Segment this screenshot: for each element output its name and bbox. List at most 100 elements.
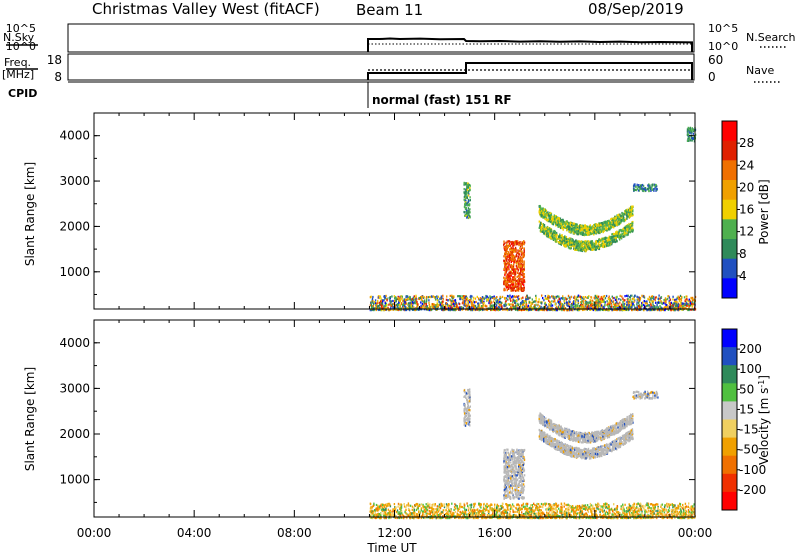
- data-cell: [563, 239, 565, 242]
- data-cell: [680, 299, 683, 302]
- data-cell: [478, 307, 481, 310]
- data-cell: [540, 228, 542, 231]
- data-cell: [633, 308, 636, 311]
- nsky-trace: [367, 37, 693, 52]
- data-cell: [510, 251, 512, 255]
- data-cell: [650, 189, 652, 192]
- data-cell: [548, 235, 551, 238]
- data-cell: [496, 299, 499, 302]
- data-cell: [610, 217, 613, 220]
- data-cell: [554, 238, 556, 241]
- data-cell: [396, 298, 398, 301]
- data-cell: [463, 188, 465, 191]
- data-cell: [567, 294, 570, 297]
- data-cell: [530, 305, 532, 309]
- data-cell: [412, 301, 414, 304]
- data-cell: [613, 224, 615, 227]
- data-cell: [514, 271, 516, 274]
- data-cell: [688, 133, 690, 137]
- data-cell: [513, 270, 515, 273]
- data-cell: [512, 244, 514, 248]
- data-cell: [504, 272, 507, 275]
- data-cell: [403, 304, 405, 307]
- data-cell: [508, 295, 511, 298]
- data-cell: [528, 309, 530, 312]
- data-cell: [509, 253, 511, 256]
- data-cell: [580, 224, 582, 227]
- data-cell: [462, 300, 464, 303]
- data-cell: [613, 236, 615, 239]
- data-cell: [426, 305, 428, 308]
- data-cell: [515, 265, 518, 268]
- data-cell: [651, 306, 653, 309]
- data-cell: [593, 231, 596, 234]
- data-cell: [631, 294, 633, 297]
- data-cell: [673, 306, 675, 309]
- data-cell: [370, 309, 373, 312]
- data-cell: [510, 247, 512, 250]
- data-cell: [423, 296, 425, 299]
- data-cell: [520, 265, 522, 268]
- data-cell: [618, 298, 620, 301]
- data-cell: [441, 303, 443, 306]
- data-cell: [542, 306, 545, 309]
- data-cell: [559, 223, 561, 226]
- data-cell: [448, 308, 450, 312]
- data-cell: [486, 298, 488, 301]
- data-cell: [577, 240, 579, 243]
- data-cell: [464, 196, 467, 199]
- data-cell: [465, 304, 468, 307]
- data-cell: [655, 188, 658, 191]
- data-cell: [576, 223, 578, 226]
- data-cell: [581, 300, 583, 303]
- data-cell: [544, 302, 546, 305]
- data-cell: [449, 299, 452, 302]
- data-cell: [541, 209, 543, 213]
- data-cell: [472, 308, 475, 311]
- data-cell: [639, 306, 641, 309]
- data-cell: [505, 247, 507, 250]
- data-cell: [505, 269, 508, 272]
- data-cell: [630, 294, 632, 297]
- data-cell: [576, 248, 578, 251]
- data-cell: [559, 239, 561, 243]
- data-cell: [504, 249, 506, 252]
- data-cell: [507, 284, 510, 287]
- data-cell: [522, 268, 524, 271]
- data-cell: [385, 294, 387, 297]
- data-cell: [626, 294, 628, 297]
- data-cell: [619, 238, 621, 241]
- data-cell: [580, 226, 582, 230]
- data-cell: [569, 226, 571, 229]
- data-cell: [417, 308, 420, 311]
- data-cell: [519, 287, 521, 290]
- data-cell: [611, 233, 613, 236]
- data-cell: [572, 227, 574, 230]
- data-cell: [516, 309, 519, 312]
- data-cell: [691, 302, 693, 306]
- data-cell: [523, 286, 525, 289]
- data-cell: [553, 308, 556, 312]
- data-cell: [601, 297, 603, 300]
- data-cell: [372, 304, 375, 307]
- data-cell: [605, 238, 607, 241]
- data-cell: [464, 190, 466, 193]
- data-cell: [675, 305, 677, 308]
- data-cell: [505, 262, 507, 265]
- data-cell: [523, 255, 525, 258]
- data-cell: [481, 299, 483, 302]
- data-cell: [620, 236, 622, 239]
- data-cell: [607, 237, 610, 240]
- data-cell: [520, 248, 522, 251]
- data-cell: [690, 130, 692, 133]
- data-cell: [646, 302, 648, 305]
- data-cell: [400, 295, 402, 298]
- data-cell: [686, 295, 688, 298]
- data-cell: [543, 299, 545, 302]
- data-cell: [691, 137, 694, 140]
- data-cell: [438, 300, 440, 303]
- data-cell: [513, 288, 515, 291]
- data-cell: [601, 240, 604, 243]
- data-cell: [641, 187, 643, 190]
